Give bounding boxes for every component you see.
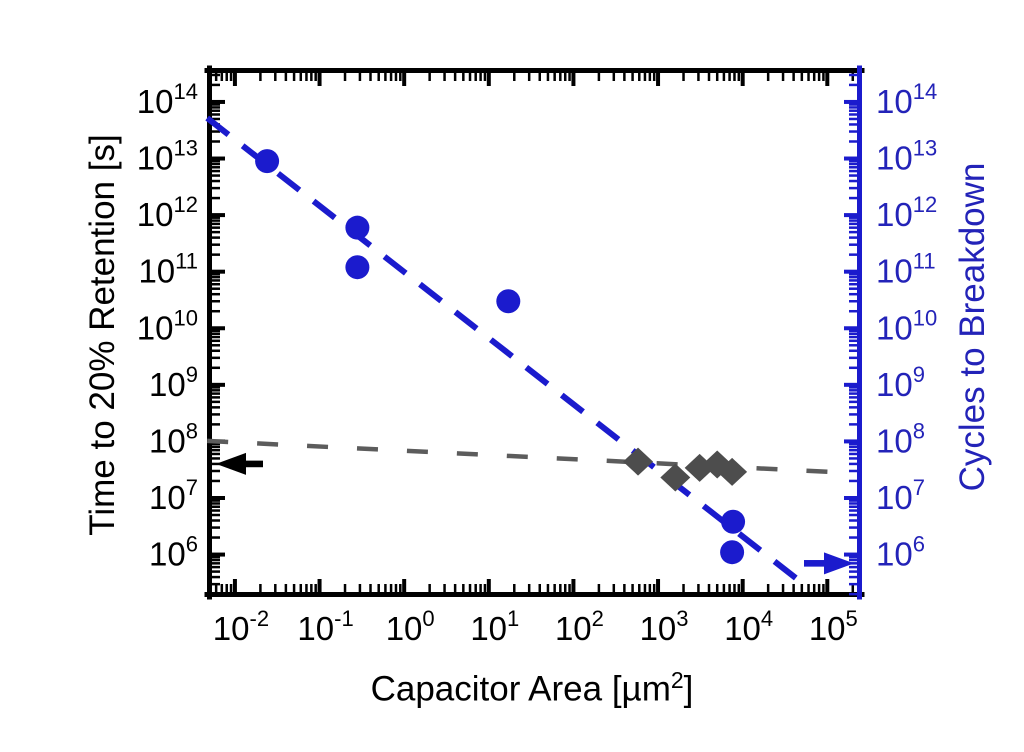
- retention-data-point: [717, 457, 748, 486]
- retention-trend-line: [207, 438, 855, 476]
- y-right-tick-label: 106: [876, 532, 925, 573]
- y-left-tick-label: 106: [149, 532, 198, 573]
- x-tick-label: 103: [640, 606, 689, 647]
- y-right-tick-label: 108: [876, 418, 925, 459]
- left-arrow-head: [216, 452, 246, 475]
- y-right-tick-label: 1014: [876, 79, 937, 120]
- y-left-tick-label: 107: [149, 475, 198, 516]
- x-tick-label: 10-1: [297, 606, 353, 647]
- y-left-tick-label: 1014: [137, 79, 198, 120]
- y-left-tick-label: 1010: [137, 305, 198, 346]
- x-axis-title-text: Capacitor Area [µm: [370, 669, 671, 709]
- y-left-tick-label: 1013: [137, 136, 198, 177]
- plot-frame: [204, 65, 865, 600]
- y-right-tick-label: 1012: [876, 192, 937, 233]
- tick-labels: 10-2 10-1 100 101 102 103 104 105 1014 1013 1012 10…: [137, 79, 937, 647]
- y-right-tick-label: 107: [876, 475, 925, 516]
- left-arrow-tail: [246, 460, 263, 468]
- cycles-data-point: [720, 540, 745, 565]
- right-arrow-head: [824, 552, 854, 575]
- cycles-data-point: [496, 289, 521, 314]
- x-axis-title: Capacitor Area [µm2]: [232, 657, 832, 709]
- x-tick-label: 100: [386, 606, 435, 647]
- x-tick-label: 105: [809, 606, 858, 647]
- y-left-tick-label: 1011: [138, 249, 198, 290]
- cycles-data-point: [345, 215, 370, 240]
- x-tick-label: 101: [470, 606, 519, 647]
- y-left-axis-title: Time to 20% Retention [s]: [83, 134, 122, 536]
- y-right-tick-label: 1011: [876, 249, 936, 290]
- y-left-tick-label: 1012: [137, 192, 198, 233]
- x-axis-title-close: ]: [683, 669, 694, 709]
- cycles-data-point: [721, 509, 746, 534]
- axis-pointer-arrows: [216, 452, 854, 575]
- axis-ticks: [208, 73, 857, 596]
- y-right-axis-title: Cycles to Breakdown: [953, 162, 992, 492]
- y-right-tick-label: 1013: [876, 136, 937, 177]
- retention-data-point: [623, 447, 654, 476]
- x-tick-label: 10-2: [213, 606, 269, 647]
- retention-data-point: [660, 463, 691, 492]
- y-left-tick-label: 108: [149, 418, 198, 459]
- trend-lines: [205, 115, 855, 583]
- y-left-tick-label: 109: [149, 362, 198, 403]
- x-tick-label: 102: [555, 606, 604, 647]
- cycles-data-point: [345, 255, 370, 280]
- right-arrow-tail: [804, 560, 824, 567]
- cycles-data-point: [255, 149, 280, 174]
- data-points: [255, 149, 748, 565]
- y-right-tick-label: 109: [876, 362, 925, 403]
- y-right-tick-label: 1010: [876, 305, 937, 346]
- x-tick-label: 104: [724, 606, 773, 647]
- cycles-trend-line: [205, 115, 800, 583]
- x-axis-title-sup: 2: [670, 667, 684, 693]
